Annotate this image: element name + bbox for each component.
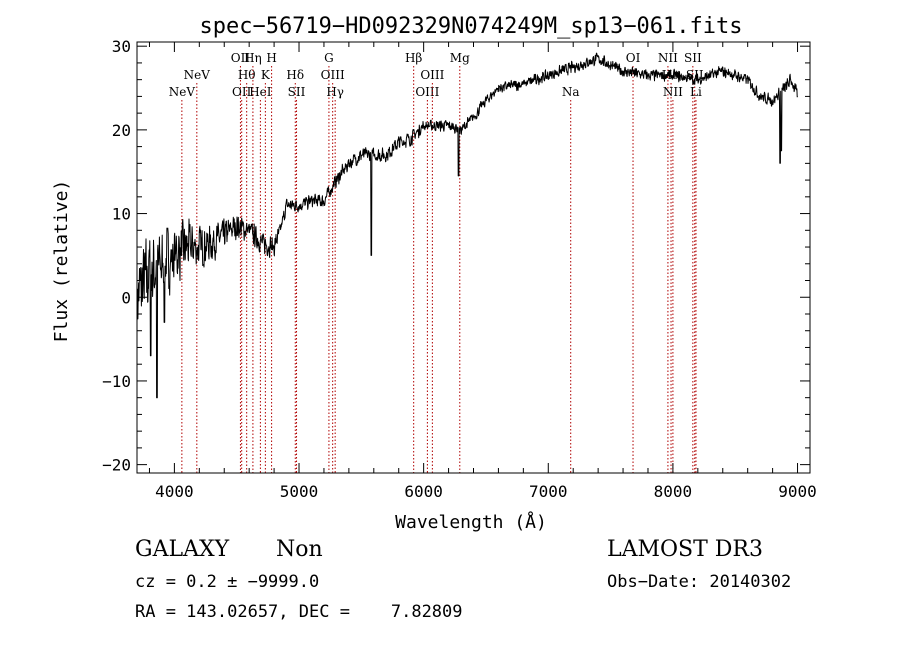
spectral-line-label: NII [658,51,678,65]
spectral-line-label: H [266,51,276,65]
object-class: GALAXY [135,537,230,562]
x-tick-label: 4000 [155,482,194,501]
spectral-line-label: OIII [420,68,444,82]
spectral-line-label: OII [231,51,251,65]
x-tick-label: 8000 [654,482,693,501]
y-tick-label: 10 [112,205,131,224]
chart-title: spec−56719−HD092329N074249M_sp13−061.fit… [199,14,742,39]
emission-lines: NeV NeV OII OII Hθ Hη HeI KH Hδ SII G OIII Hγ Hβ OIII O… [169,51,704,473]
spectral-line-label: SII [684,51,702,65]
plot-frame [136,41,811,474]
spectral-line-label: Hδ [286,68,304,82]
x-tick-label: 5000 [280,482,319,501]
y-axis-label: Flux (relative) [51,180,72,343]
x-axis-label: Wavelength (Å) [395,511,547,533]
spectral-line-label: Hθ [238,68,256,82]
spectral-line-label: Li [690,85,702,99]
spectral-line-label: SII [288,85,306,99]
spectral-line-label: NeV [169,85,196,99]
obs-date: Obs−Date: 20140302 [607,572,792,592]
spectral-line-label: OIII [415,85,439,99]
spectral-line-label: NII [663,85,683,99]
spectral-line-label: Mg [450,51,470,65]
spectral-line-label: G [324,51,334,65]
survey-name: LAMOST DR3 [607,537,763,562]
y-tick-label: 30 [112,37,131,56]
x-tick-label: 7000 [529,482,568,501]
y-tick-label: 0 [121,288,131,307]
y-tick-label: −10 [102,372,131,391]
y-tick-label: 20 [112,121,131,140]
spectral-line-label: OIII [321,68,345,82]
x-tick-label: 6000 [404,482,443,501]
spectral-line-label: Hβ [405,51,422,65]
spectral-line-label: K [261,68,271,82]
y-tick-label: −20 [102,456,131,475]
spectral-line-label: NeV [184,68,211,82]
x-tick-label: 9000 [778,482,817,501]
spectrum-series-line [136,52,798,399]
object-subclass: Non [276,537,323,562]
spectral-line-label: Hη [244,51,262,65]
spectral-line-label: OII [232,85,252,99]
ra-dec-coordinates: RA = 143.02657, DEC = 7.82809 [135,602,463,622]
redshift-cz: cz = 0.2 ± −9999.0 [135,572,320,592]
axis-ticks: 4000 5000 6000 7000 8000 9000 −20 −10 0 10 20 30 [102,37,817,501]
spectral-line-label: HeI [249,85,272,99]
spectral-line-label: Na [562,85,580,99]
spectral-line-label: Hγ [326,85,344,99]
spectral-line-label: OI [626,51,641,65]
